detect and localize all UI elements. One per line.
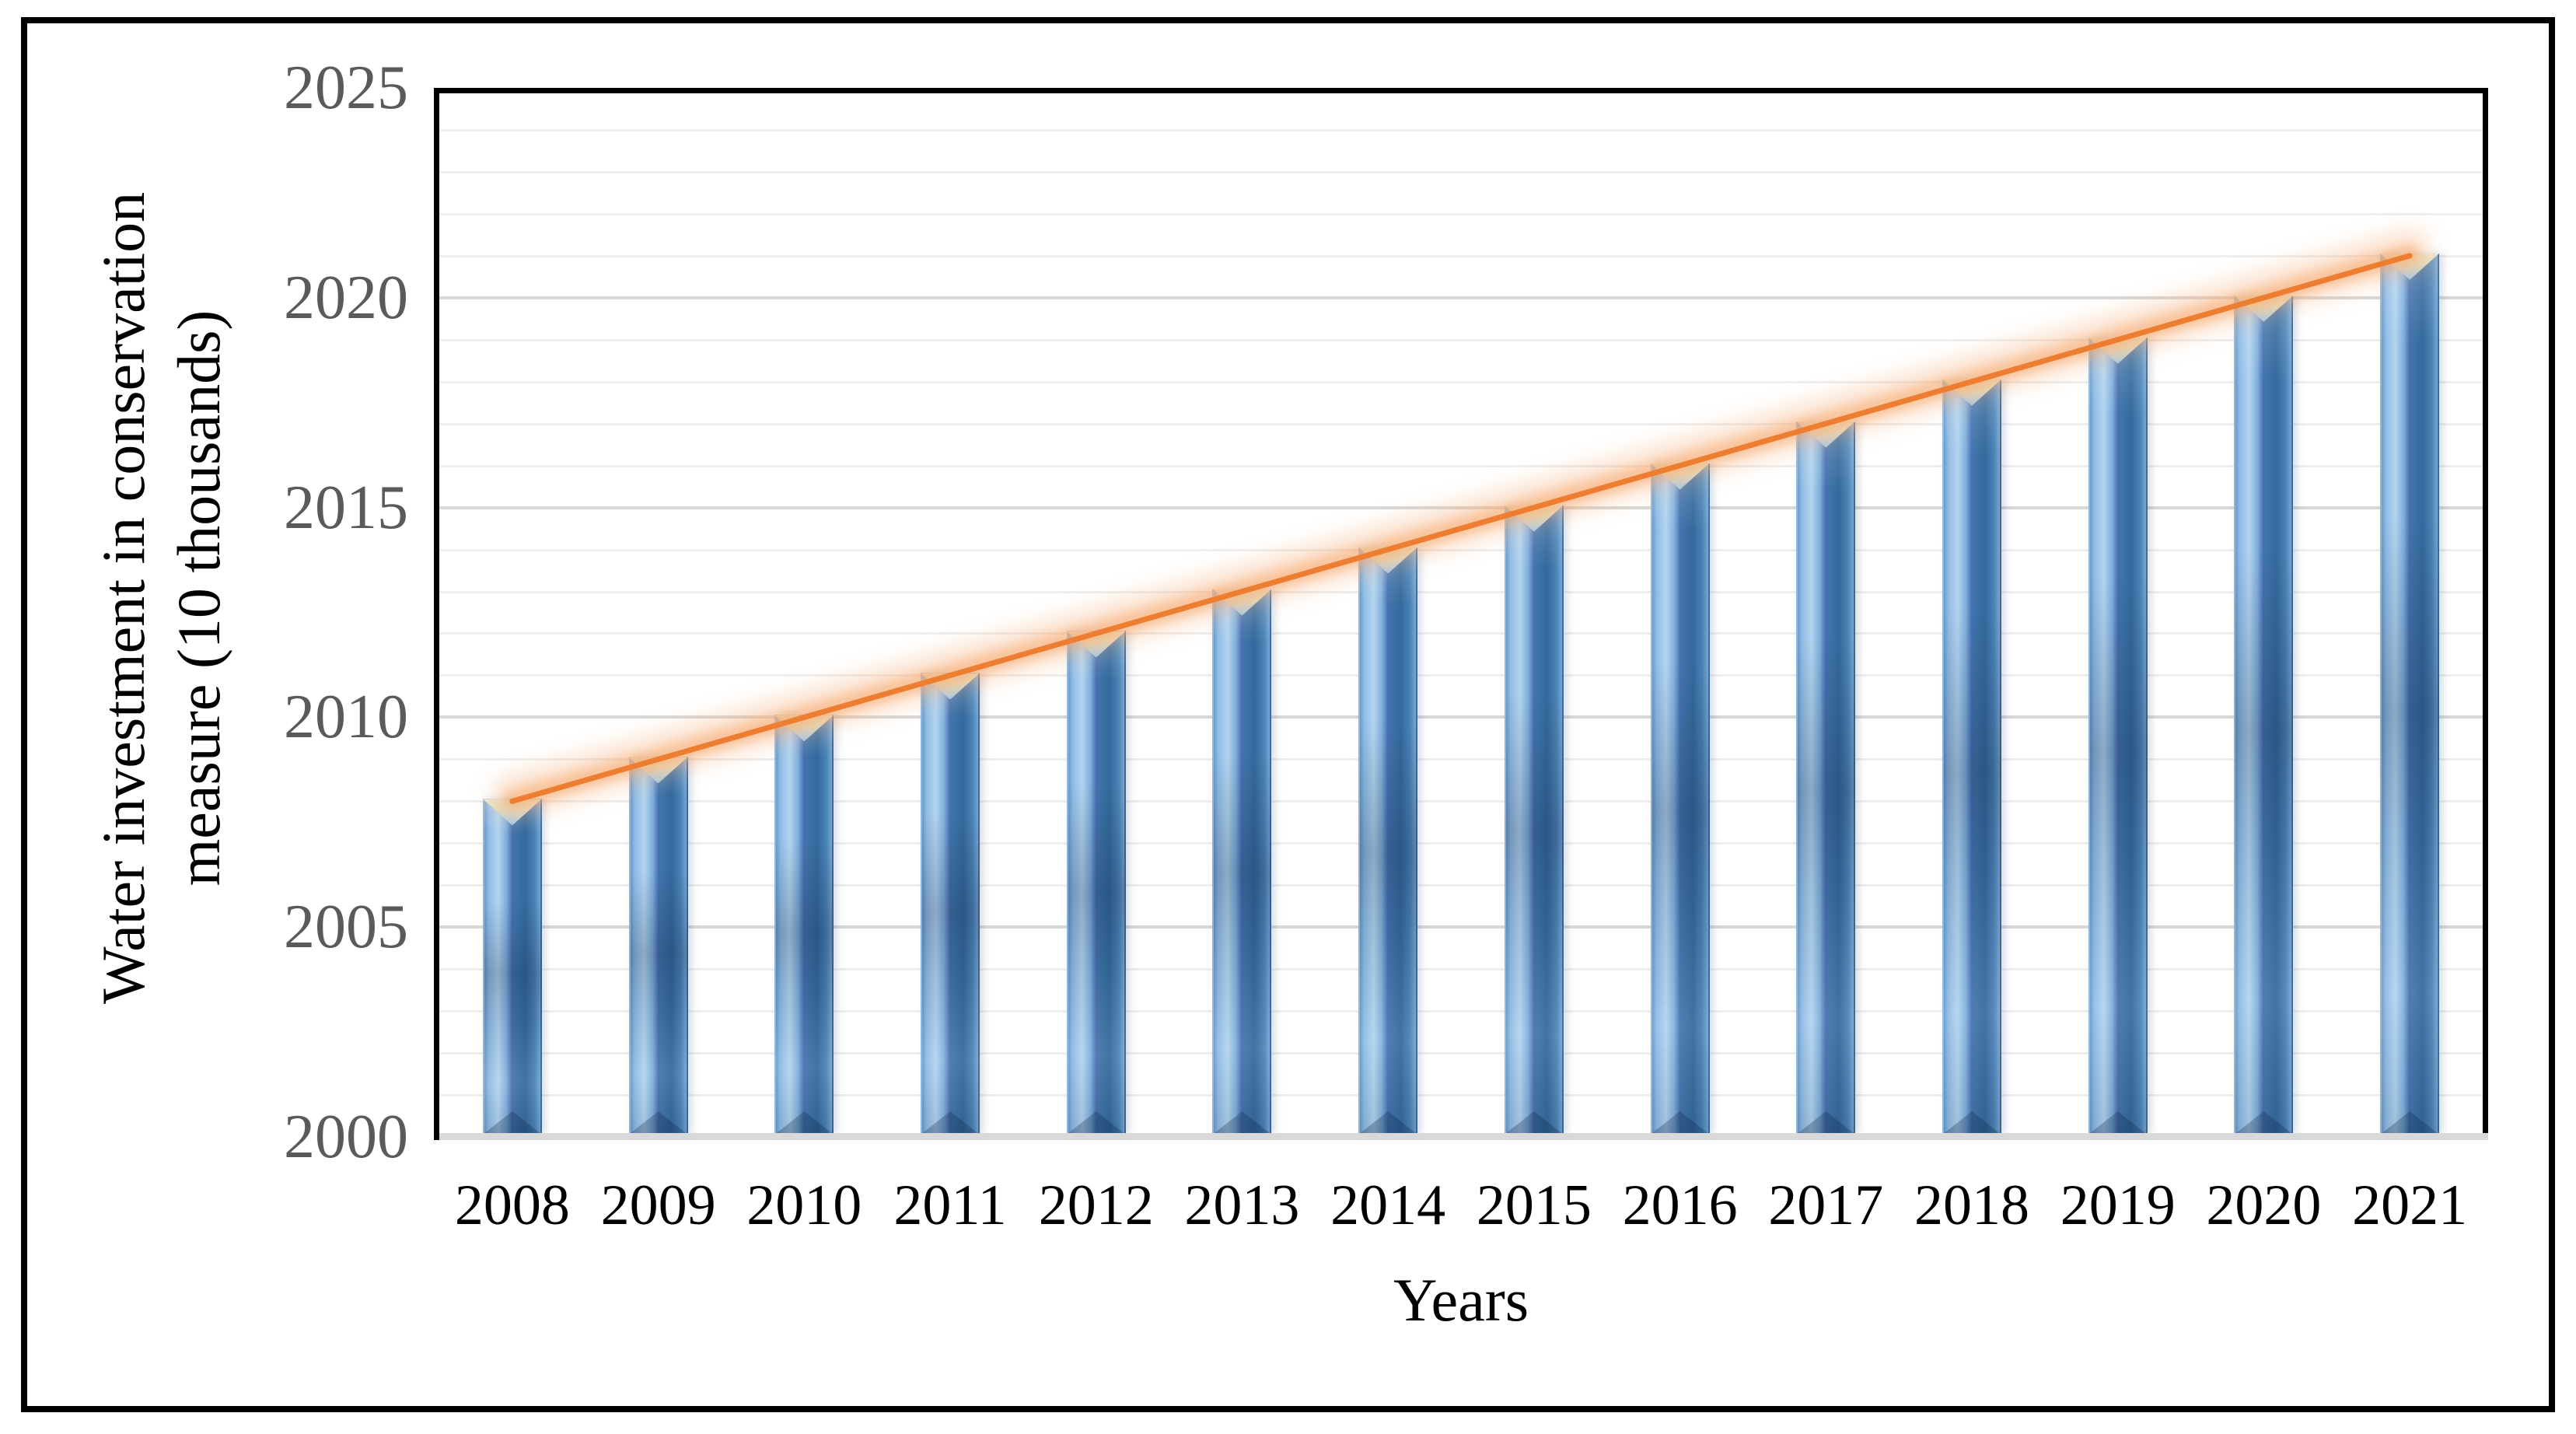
- x-tick-label-2018: 2018: [1914, 1173, 2029, 1237]
- x-tick-label-2010: 2010: [746, 1173, 862, 1237]
- minor-gridline-2011: [439, 674, 2483, 677]
- major-gridline-2005: [439, 925, 2483, 929]
- x-tick-label-2012: 2012: [1038, 1173, 1154, 1237]
- minor-gridline-2008: [439, 800, 2483, 803]
- x-tick-label-2009: 2009: [600, 1173, 716, 1237]
- y-axis-line: [434, 88, 439, 1140]
- minor-gridline-2002: [439, 1052, 2483, 1055]
- bar-2016: [1650, 463, 1710, 1135]
- minor-gridline-2019: [439, 338, 2483, 341]
- minor-gridline-2001: [439, 1094, 2483, 1097]
- bar-2014: [1358, 547, 1418, 1135]
- minor-gridline-2014: [439, 548, 2483, 551]
- x-tick-label-2014: 2014: [1330, 1173, 1446, 1237]
- plot-right-border: [2483, 88, 2488, 1140]
- minor-gridline-2004: [439, 968, 2483, 971]
- figure-border: [21, 17, 2555, 1412]
- x-tick-label-2016: 2016: [1622, 1173, 1738, 1237]
- y-tick-label-2025: 2025: [284, 54, 408, 122]
- plot-top-border: [434, 88, 2488, 93]
- x-tick-label-2021: 2021: [2352, 1173, 2468, 1237]
- y-axis-title-line2: measure (10 thousands): [165, 310, 232, 887]
- minor-gridline-2017: [439, 422, 2483, 425]
- x-tick-label-2013: 2013: [1184, 1173, 1300, 1237]
- y-tick-label-2005: 2005: [284, 893, 408, 962]
- x-axis-line: [439, 1133, 2488, 1140]
- y-tick-label-2015: 2015: [284, 473, 408, 542]
- x-tick-label-2017: 2017: [1768, 1173, 1884, 1237]
- bar-2013: [1212, 589, 1272, 1135]
- major-gridline-2020: [439, 296, 2483, 299]
- minor-gridline-2023: [439, 170, 2483, 173]
- y-tick-label-2010: 2010: [284, 683, 408, 752]
- y-axis-title-line1: Water investment in conservation: [89, 191, 157, 1005]
- minor-gridline-2012: [439, 632, 2483, 635]
- minor-gridline-2024: [439, 128, 2483, 131]
- minor-gridline-2003: [439, 1010, 2483, 1013]
- x-tick-label-2020: 2020: [2206, 1173, 2322, 1237]
- minor-gridline-2016: [439, 464, 2483, 467]
- bar-2021: [2380, 253, 2440, 1135]
- minor-gridline-2009: [439, 758, 2483, 761]
- y-axis-title: Water investment in conservation measure…: [86, 15, 236, 1181]
- x-tick-label-2019: 2019: [2060, 1173, 2176, 1237]
- minor-gridline-2021: [439, 254, 2483, 257]
- minor-gridline-2007: [439, 842, 2483, 845]
- minor-gridline-2022: [439, 212, 2483, 215]
- major-gridline-2010: [439, 715, 2483, 719]
- x-tick-label-2008: 2008: [454, 1173, 570, 1237]
- trendline-layer: [491, 230, 2431, 817]
- x-tick-label-2011: 2011: [893, 1173, 1007, 1237]
- x-axis-title: Years: [1393, 1266, 1529, 1334]
- trendline: [509, 253, 2413, 804]
- bar-2011: [921, 673, 980, 1135]
- bar-2020: [2234, 295, 2294, 1135]
- x-tick-label-2015: 2015: [1476, 1173, 1592, 1237]
- y-tick-label-2020: 2020: [284, 263, 408, 332]
- minor-gridline-2013: [439, 590, 2483, 593]
- minor-gridline-2006: [439, 884, 2483, 887]
- y-tick-label-2000: 2000: [284, 1103, 408, 1171]
- minor-gridline-2018: [439, 380, 2483, 383]
